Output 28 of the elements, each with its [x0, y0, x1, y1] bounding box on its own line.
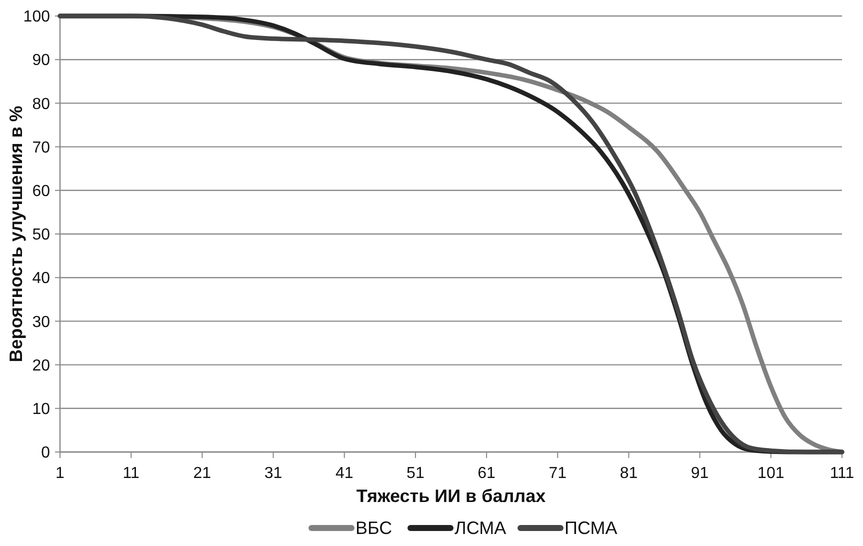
y-tick-label: 70	[32, 139, 50, 156]
x-tick-label: 101	[758, 465, 784, 482]
legend-label: ЛСМА	[454, 518, 506, 538]
y-tick-label: 20	[32, 357, 50, 374]
x-tick-label: 31	[264, 465, 282, 482]
y-tick-label: 90	[32, 52, 50, 70]
x-tick-label: 91	[690, 465, 709, 482]
x-tick-label: 61	[478, 465, 496, 482]
y-tick-label: 10	[32, 401, 50, 418]
y-tick-label: 30	[32, 314, 50, 331]
x-tick-label: 21	[193, 465, 212, 482]
x-axis-title: Тяжесть ИИ в баллах	[356, 486, 546, 506]
y-tick-label: 60	[32, 183, 50, 200]
x-tick-label: 41	[335, 465, 354, 482]
legend-label: ПСМА	[564, 518, 618, 538]
y-tick-label: 80	[32, 96, 50, 113]
x-tick-label: 81	[620, 465, 638, 482]
x-tick-label: 11	[122, 465, 140, 482]
legend-label: ВБС	[356, 518, 392, 538]
y-tick-label: 100	[23, 8, 50, 26]
x-tick-label: 111	[830, 465, 854, 482]
y-tick-label: 0	[41, 444, 50, 462]
x-tick-label: 71	[548, 465, 567, 482]
x-tick-label: 1	[56, 465, 65, 482]
y-tick-label: 50	[32, 226, 50, 244]
x-tick-label: 51	[406, 465, 424, 482]
y-tick-label: 40	[32, 270, 50, 288]
y-axis-title: Вероятность улучшения в %	[6, 106, 26, 362]
